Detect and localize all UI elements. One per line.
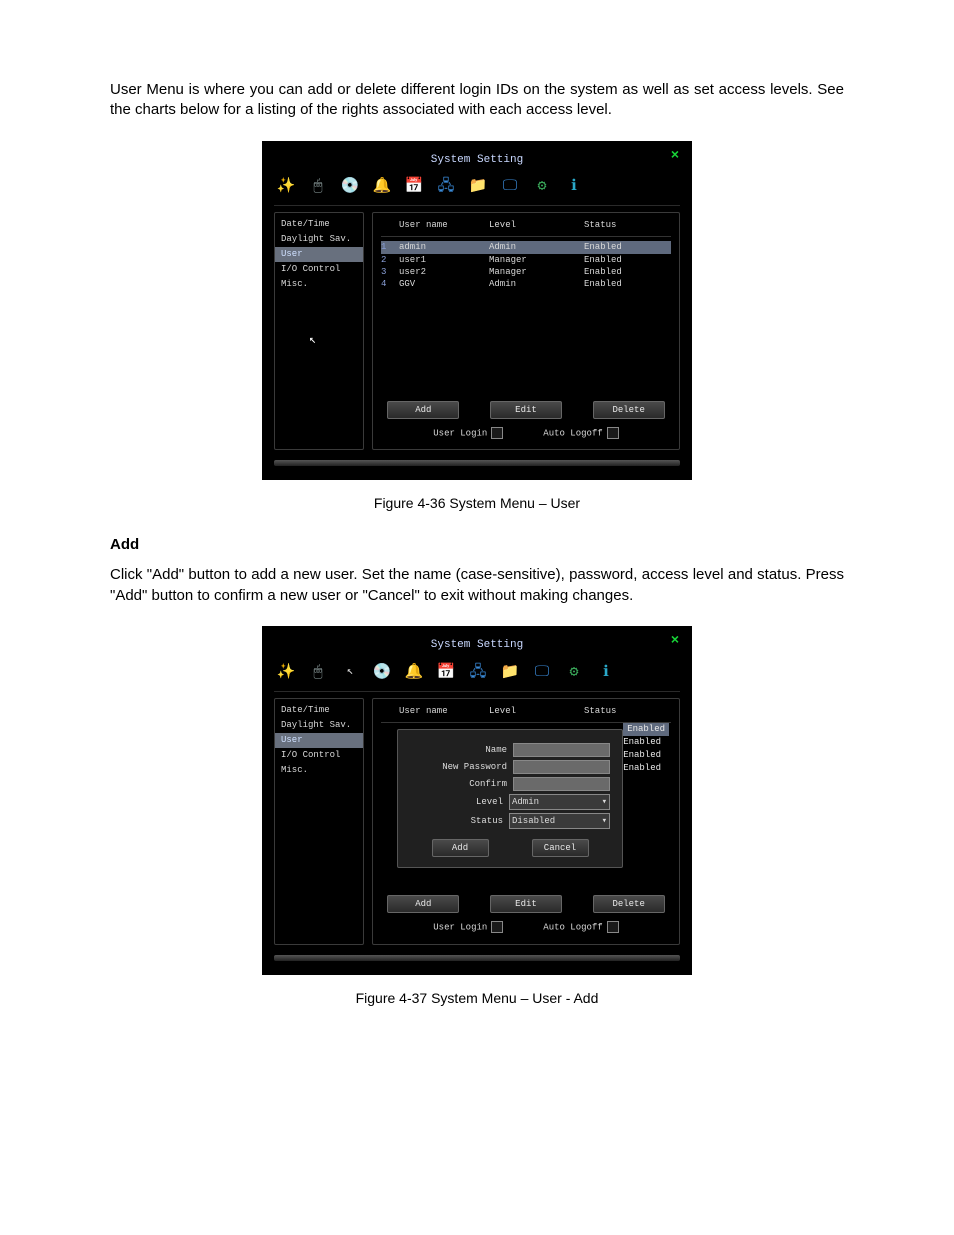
network-icon[interactable]: 🖧 [468,663,488,683]
sidebar-item[interactable]: Daylight Sav. [275,232,363,247]
table-row[interactable]: 3user2ManagerEnabled [381,266,671,278]
header-level: Level [489,705,584,717]
dlg-newpw-label: New Password [442,761,507,773]
dlg-level-label: Level [476,796,503,808]
add-heading: Add [110,535,844,555]
delete-button[interactable]: Delete [593,895,665,913]
mouse-icon[interactable]: 🖱 [308,177,328,197]
header-level: Level [489,219,584,231]
window-title: System Setting [431,639,523,651]
figure-1-caption: Figure 4-36 System Menu – User [110,494,844,513]
table-row[interactable]: 2user1ManagerEnabled [381,254,671,266]
sidebar: Date/TimeDaylight Sav.UserI/O ControlMis… [274,212,364,450]
edit-button[interactable]: Edit [490,895,562,913]
bell-icon[interactable]: 🔔 [404,663,424,683]
auto-logoff-check[interactable]: Auto Logoff [543,921,618,934]
figure-2-window: System Setting × ✨ 🖱 ↖ 💿 🔔 📅 🖧 📁 🖵 ⚙ ℹ Date/TimeDa… [262,626,692,975]
display-icon[interactable]: 🖵 [532,663,552,683]
intro-paragraph: User Menu is where you can add or delete… [110,80,844,121]
status-column: EnabledEnabledEnabledEnabled [623,723,669,775]
close-icon[interactable]: × [668,149,682,163]
table-header: User name Level Status [381,705,671,717]
confirm-input[interactable] [513,777,610,791]
sidebar-item[interactable]: I/O Control [275,748,363,763]
schedule-icon[interactable]: 📅 [404,177,424,197]
table-row[interactable]: 4GGVAdminEnabled [381,278,671,290]
cursor-icon: ↖ [309,332,363,348]
window-titlebar: System Setting × [274,151,680,174]
status-value: Enabled [623,723,669,736]
dialog-add-button[interactable]: Add [432,839,489,857]
status-strip [274,955,680,961]
figure-2-caption: Figure 4-37 System Menu – User - Add [110,989,844,1008]
sidebar-item[interactable]: Misc. [275,763,363,778]
status-value: Enabled [623,762,669,775]
info-icon[interactable]: ℹ [564,177,584,197]
delete-button[interactable]: Delete [593,401,665,419]
sidebar-item[interactable]: User [275,247,363,262]
bell-icon[interactable]: 🔔 [372,177,392,197]
table-row[interactable]: 1adminAdminEnabled [381,241,671,253]
header-user-name: User name [399,219,489,231]
disc-icon[interactable]: 💿 [372,663,392,683]
sidebar-item[interactable]: Date/Time [275,703,363,718]
sidebar: Date/TimeDaylight Sav.UserI/O ControlMis… [274,698,364,945]
folder-icon[interactable]: 📁 [500,663,520,683]
edit-button[interactable]: Edit [490,401,562,419]
add-button[interactable]: Add [387,401,459,419]
sidebar-item[interactable]: Date/Time [275,217,363,232]
sidebar-item[interactable]: Daylight Sav. [275,718,363,733]
toolbar: ✨ 🖱 💿 🔔 📅 🖧 📁 🖵 ⚙ ℹ [274,173,680,206]
add-user-dialog: Name New Password Confirm Level Admin▾ [397,729,623,868]
dialog-cancel-button[interactable]: Cancel [532,839,589,857]
sidebar-item[interactable]: Misc. [275,277,363,292]
wand-icon[interactable]: ✨ [276,663,296,683]
header-status: Status [584,705,671,717]
auto-logoff-check[interactable]: Auto Logoff [543,427,618,440]
window-titlebar: System Setting × [274,636,680,659]
figure-1-window: System Setting × ✨ 🖱 💿 🔔 📅 🖧 📁 🖵 ⚙ ℹ Date/TimeDay… [262,141,692,481]
close-icon[interactable]: × [668,634,682,648]
status-value: Enabled [623,736,669,749]
dlg-confirm-label: Confirm [469,778,507,790]
level-select[interactable]: Admin▾ [509,794,610,810]
user-login-check[interactable]: User Login [433,427,503,440]
header-user-name: User name [399,705,489,717]
status-select[interactable]: Disabled▾ [509,813,610,829]
main-pane: User name Level Status EnabledEnabledEna… [372,698,680,945]
status-value: Enabled [623,749,669,762]
sidebar-item[interactable]: User [275,733,363,748]
table-header: User name Level Status [381,219,671,231]
main-pane: User name Level Status 1adminAdminEnable… [372,212,680,450]
mouse-icon[interactable]: 🖱 [308,663,328,683]
name-input[interactable] [513,743,610,757]
schedule-icon[interactable]: 📅 [436,663,456,683]
gear-icon[interactable]: ⚙ [532,177,552,197]
header-status: Status [584,219,671,231]
network-icon[interactable]: 🖧 [436,177,456,197]
toolbar: ✨ 🖱 ↖ 💿 🔔 📅 🖧 📁 🖵 ⚙ ℹ [274,659,680,692]
gear-icon[interactable]: ⚙ [564,663,584,683]
add-button[interactable]: Add [387,895,459,913]
sidebar-item[interactable]: I/O Control [275,262,363,277]
folder-icon[interactable]: 📁 [468,177,488,197]
chevron-down-icon: ▾ [602,815,607,827]
add-paragraph: Click "Add" button to add a new user. Se… [110,565,844,606]
user-login-check[interactable]: User Login [433,921,503,934]
checkbox-row: User Login Auto Logoff [381,921,671,934]
wand-icon[interactable]: ✨ [276,177,296,197]
cursor-icon: ↖ [340,663,360,683]
info-icon[interactable]: ℹ [596,663,616,683]
new-password-input[interactable] [513,760,610,774]
display-icon[interactable]: 🖵 [500,177,520,197]
window-title: System Setting [431,154,523,166]
dlg-name-label: Name [485,744,507,756]
status-strip [274,460,680,466]
button-row: Add Edit Delete [381,887,671,913]
button-row: Add Edit Delete [381,393,671,419]
disc-icon[interactable]: 💿 [340,177,360,197]
checkbox-row: User Login Auto Logoff [381,427,671,440]
dlg-status-label: Status [471,815,503,827]
chevron-down-icon: ▾ [602,796,607,808]
